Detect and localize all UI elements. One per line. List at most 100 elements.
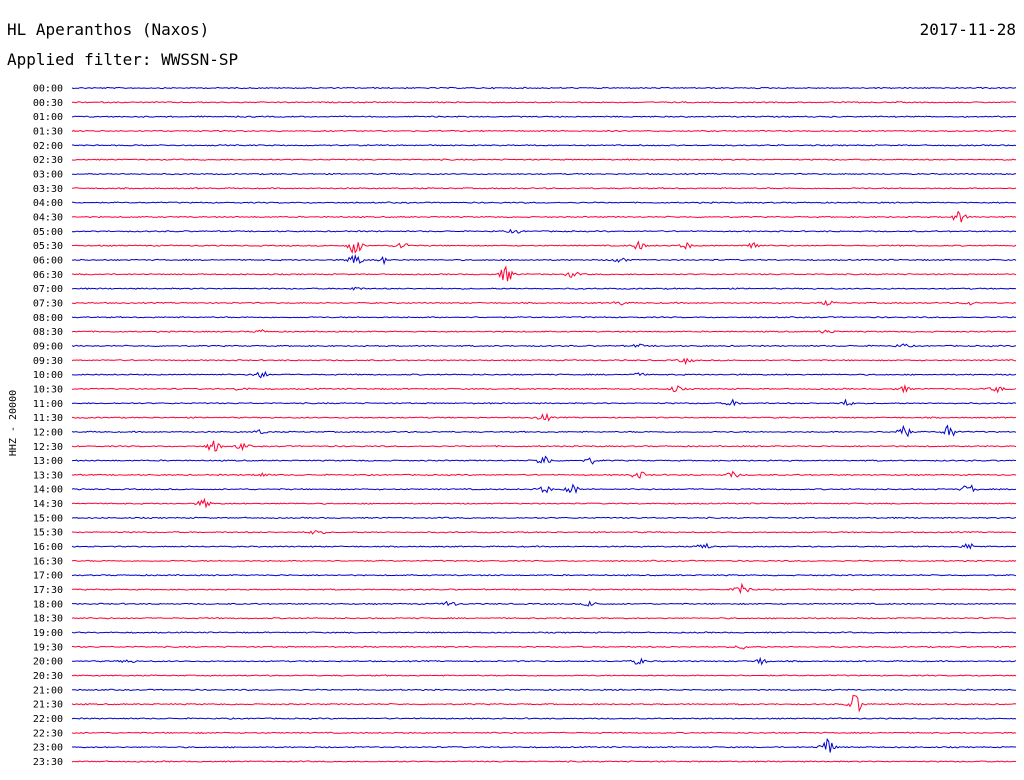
trace-line — [71, 497, 1017, 509]
time-tick-label: 09:30 — [33, 356, 63, 367]
trace-line — [71, 201, 1017, 204]
trace-line — [71, 115, 1016, 118]
filter-subtitle: Applied filter: WWSSN-SP — [7, 50, 239, 69]
trace-line — [71, 187, 1017, 190]
trace-line — [71, 412, 1017, 422]
time-tick-label: 19:30 — [33, 642, 63, 653]
trace-line — [71, 694, 1017, 713]
time-tick-label: 15:00 — [33, 513, 63, 524]
trace-line — [71, 582, 1017, 595]
time-tick-label: 09:00 — [33, 341, 63, 352]
time-tick-label: 02:00 — [33, 141, 63, 152]
trace-line — [71, 228, 1017, 234]
trace-line — [71, 542, 1017, 550]
time-tick-label: 05:30 — [33, 241, 63, 252]
time-tick-label: 01:30 — [33, 126, 63, 137]
time-tick-label: 00:30 — [33, 98, 63, 109]
time-tick-label: 16:30 — [33, 556, 63, 567]
time-tick-label: 17:30 — [33, 585, 63, 596]
trace-line — [71, 483, 1017, 495]
time-tick-label: 13:30 — [33, 470, 63, 481]
time-tick-label: 15:30 — [33, 528, 63, 539]
time-tick-label: 05:00 — [33, 227, 63, 238]
trace-line — [71, 600, 1017, 607]
trace-line — [71, 631, 1017, 634]
trace-line — [71, 674, 1017, 677]
time-tick-label: 11:00 — [33, 399, 63, 410]
time-tick-label: 13:00 — [33, 456, 63, 467]
trace-line — [71, 737, 1016, 753]
time-tick-label: 10:30 — [33, 384, 63, 395]
trace-line — [71, 717, 1017, 720]
trace-line — [71, 357, 1017, 366]
trace-line — [72, 286, 1017, 291]
trace-line — [72, 144, 1017, 147]
time-tick-label: 21:30 — [33, 700, 63, 711]
time-tick-label: 14:30 — [33, 499, 63, 510]
trace-line — [71, 731, 1017, 735]
trace-line — [72, 645, 1017, 650]
time-tick-label: 08:30 — [33, 327, 63, 338]
trace-group — [71, 86, 1017, 763]
trace-line — [71, 616, 1017, 620]
time-tick-label: 23:00 — [33, 743, 63, 754]
trace-line — [71, 265, 1017, 282]
time-tick-label: 00:00 — [33, 84, 63, 95]
trace-line — [71, 470, 1017, 479]
date-label: 2017-11-28 — [919, 20, 1016, 39]
trace-line — [71, 440, 1017, 452]
trace-line — [71, 101, 1017, 104]
channel-axis-label: HHZ - 20000 — [8, 390, 19, 456]
trace-line — [72, 299, 1017, 306]
trace-line — [71, 343, 1017, 348]
trace-line — [71, 559, 1017, 563]
trace-line — [71, 516, 1017, 520]
time-tick-label: 18:30 — [33, 614, 63, 625]
time-tick-label: 08:00 — [33, 313, 63, 324]
time-tick-label: 06:00 — [33, 255, 63, 266]
trace-line — [71, 329, 1017, 334]
time-tick-label: 03:00 — [33, 169, 63, 180]
time-tick-label: 22:30 — [33, 728, 63, 739]
time-tick-label: 11:30 — [33, 413, 63, 424]
time-tick-label: 04:00 — [33, 198, 63, 209]
time-tick-label: 06:30 — [33, 270, 63, 281]
time-tick-label: 04:30 — [33, 212, 63, 223]
time-tick-label: 07:00 — [33, 284, 63, 295]
trace-line — [71, 158, 1017, 161]
time-tick-label: 03:30 — [33, 184, 63, 195]
trace-line — [71, 688, 1017, 692]
trace-line — [71, 455, 1017, 465]
time-tick-label: 12:00 — [33, 427, 63, 438]
time-tick-label: 02:30 — [33, 155, 63, 166]
time-tick-label: 21:00 — [33, 685, 63, 696]
time-tick-label: 18:00 — [33, 599, 63, 610]
time-tick-label: 16:00 — [33, 542, 63, 553]
time-tick-label: 22:00 — [33, 714, 63, 725]
time-tick-group: 00:00 00:30 01:00 01:30 02:00 02:30 03:00 03:30… — [33, 84, 63, 769]
time-tick-label: 07:30 — [33, 298, 63, 309]
time-tick-label: 20:00 — [33, 657, 63, 668]
time-tick-label: 17:00 — [33, 571, 63, 582]
time-tick-label: 14:00 — [33, 485, 63, 496]
time-tick-label: 12:30 — [33, 442, 63, 453]
trace-line — [72, 172, 1017, 176]
time-tick-label: 20:30 — [33, 671, 63, 682]
trace-line — [72, 656, 1017, 666]
trace-line — [71, 86, 1017, 90]
trace-line — [71, 316, 1017, 319]
trace-line — [71, 760, 1017, 763]
time-tick-label: 01:00 — [33, 112, 63, 123]
time-tick-label: 10:00 — [33, 370, 63, 381]
trace-line — [71, 240, 1017, 254]
station-title: HL Aperanthos (Naxos) — [7, 20, 210, 39]
trace-line — [71, 253, 1017, 266]
time-tick-label: 19:00 — [33, 628, 63, 639]
trace-line — [71, 573, 1017, 577]
trace-line — [71, 210, 1017, 223]
trace-line — [71, 398, 1017, 407]
trace-line — [71, 424, 1017, 438]
time-tick-label: 23:30 — [33, 757, 63, 768]
trace-line — [71, 370, 1017, 379]
